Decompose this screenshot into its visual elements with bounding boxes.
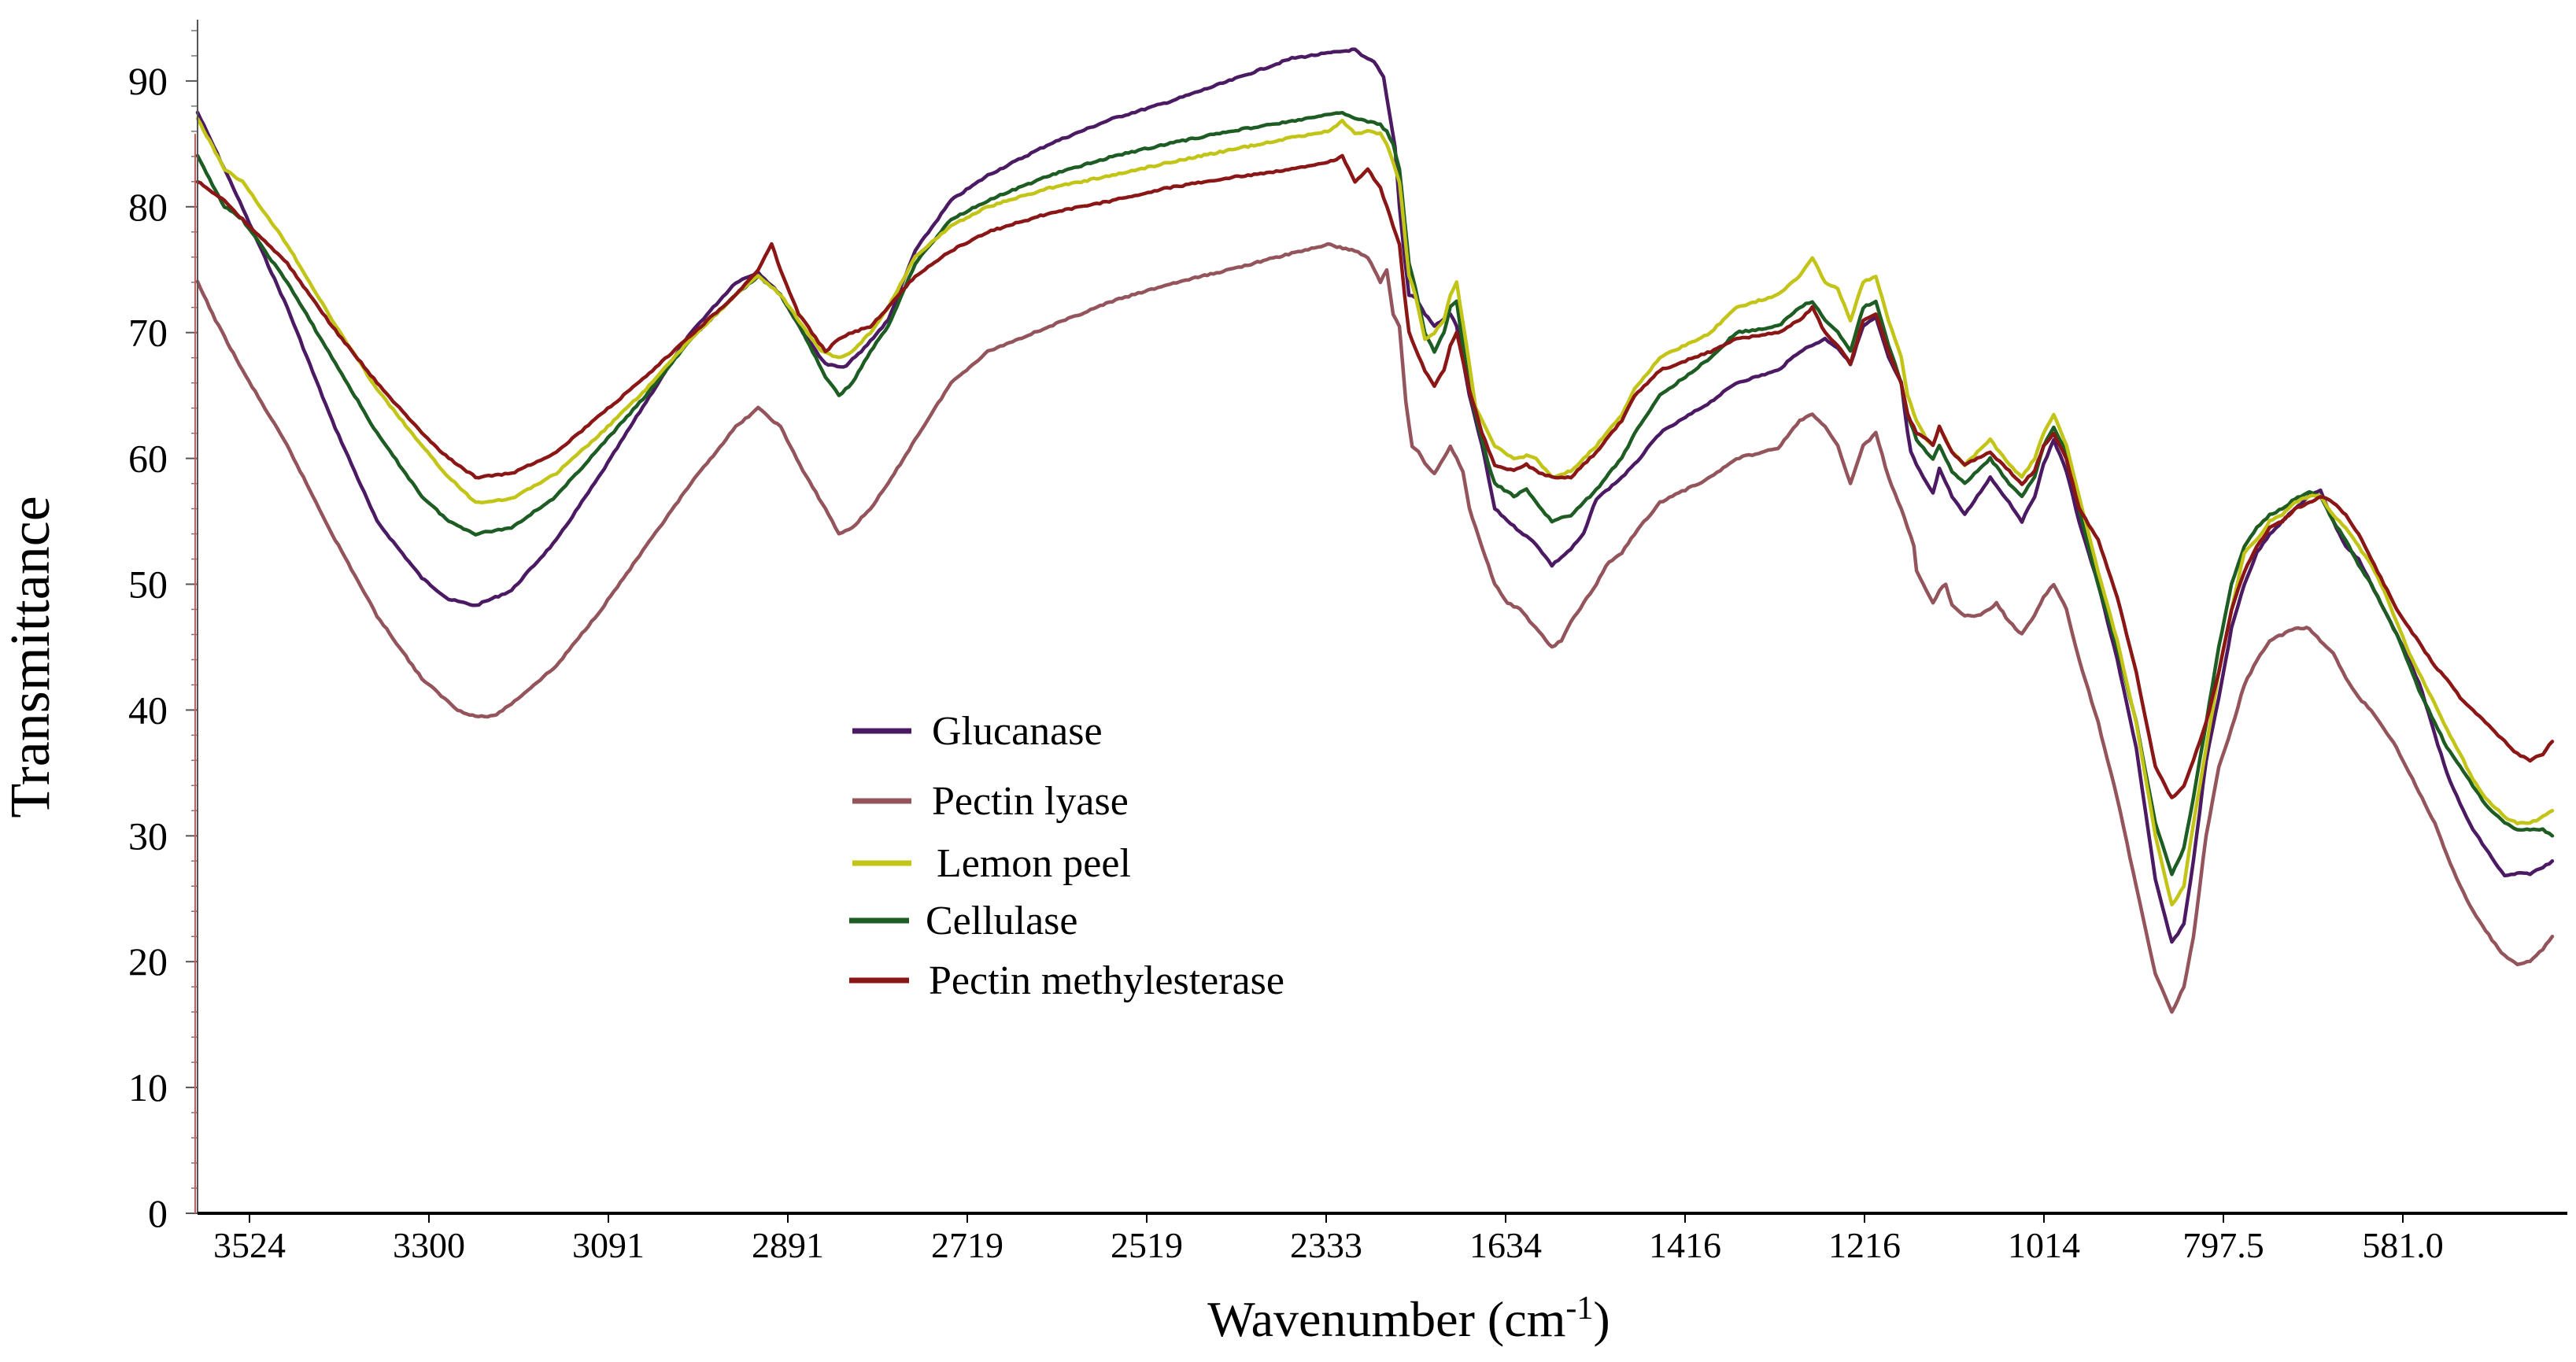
x-tick-label: 3524 (213, 1225, 286, 1265)
legend-label-lemon-peel: Lemon peel (937, 841, 1131, 886)
x-tick-label: 2333 (1290, 1225, 1362, 1265)
legend: Glucanase Pectin lyase Lemon peel Cellulase… (849, 709, 1284, 1003)
y-tick-label: 30 (128, 814, 168, 858)
x-tick-label: 2519 (1111, 1225, 1183, 1265)
y-tick-label: 10 (128, 1065, 168, 1109)
x-tick-label: 1634 (1469, 1225, 1542, 1265)
series-line-cellulase (195, 110, 2555, 877)
x-tick-label: 1014 (2008, 1225, 2080, 1265)
y-axis-ticks: 0 10 20 30 40 50 60 70 80 90 (128, 30, 198, 1235)
legend-label-pectin-lyase: Pectin lyase (932, 779, 1129, 824)
legend-label-pectin-methylesterase: Pectin methylesterase (929, 958, 1284, 1003)
legend-label-glucanase: Glucanase (932, 709, 1103, 754)
x-tick-label: 581.0 (2362, 1225, 2444, 1265)
y-tick-label: 60 (128, 437, 168, 481)
x-tick-label: 2891 (752, 1225, 824, 1265)
x-tick-label: 797.5 (2182, 1225, 2264, 1265)
x-axis-title-main: Wavenumber (cm (1207, 1291, 1565, 1347)
series-line-pectin-lyase (195, 242, 2555, 1014)
y-tick-label: 80 (128, 185, 168, 229)
x-axis-ticks: 3524 3300 3091 2891 2719 2519 2333 1634 1416 1216… (213, 1213, 2444, 1265)
x-axis-title: Wavenumber (cm-1) (1207, 1290, 1610, 1347)
x-tick-label: 2719 (931, 1225, 1003, 1265)
x-tick-label: 3300 (393, 1225, 465, 1265)
x-tick-label: 3091 (572, 1225, 645, 1265)
x-tick-label: 1216 (1828, 1225, 1901, 1265)
x-axis-title-superscript: -1 (1565, 1290, 1593, 1327)
series-line-pectin-methylesterase (195, 153, 2555, 799)
y-axis-title: Transmittance (0, 496, 61, 818)
y-tick-label: 50 (128, 563, 168, 607)
y-tick-label: 0 (148, 1191, 168, 1235)
series-line-glucanase (195, 47, 2555, 944)
x-axis-title-suffix: ) (1593, 1291, 1610, 1347)
legend-label-cellulase: Cellulase (926, 899, 1078, 943)
y-tick-label: 70 (128, 311, 168, 355)
y-tick-label: 90 (128, 59, 168, 103)
x-tick-label: 1416 (1649, 1225, 1721, 1265)
series-layer (195, 47, 2555, 1014)
series-line-lemon-peel (195, 116, 2555, 906)
y-tick-label: 20 (128, 939, 168, 984)
y-tick-label: 40 (128, 688, 168, 732)
